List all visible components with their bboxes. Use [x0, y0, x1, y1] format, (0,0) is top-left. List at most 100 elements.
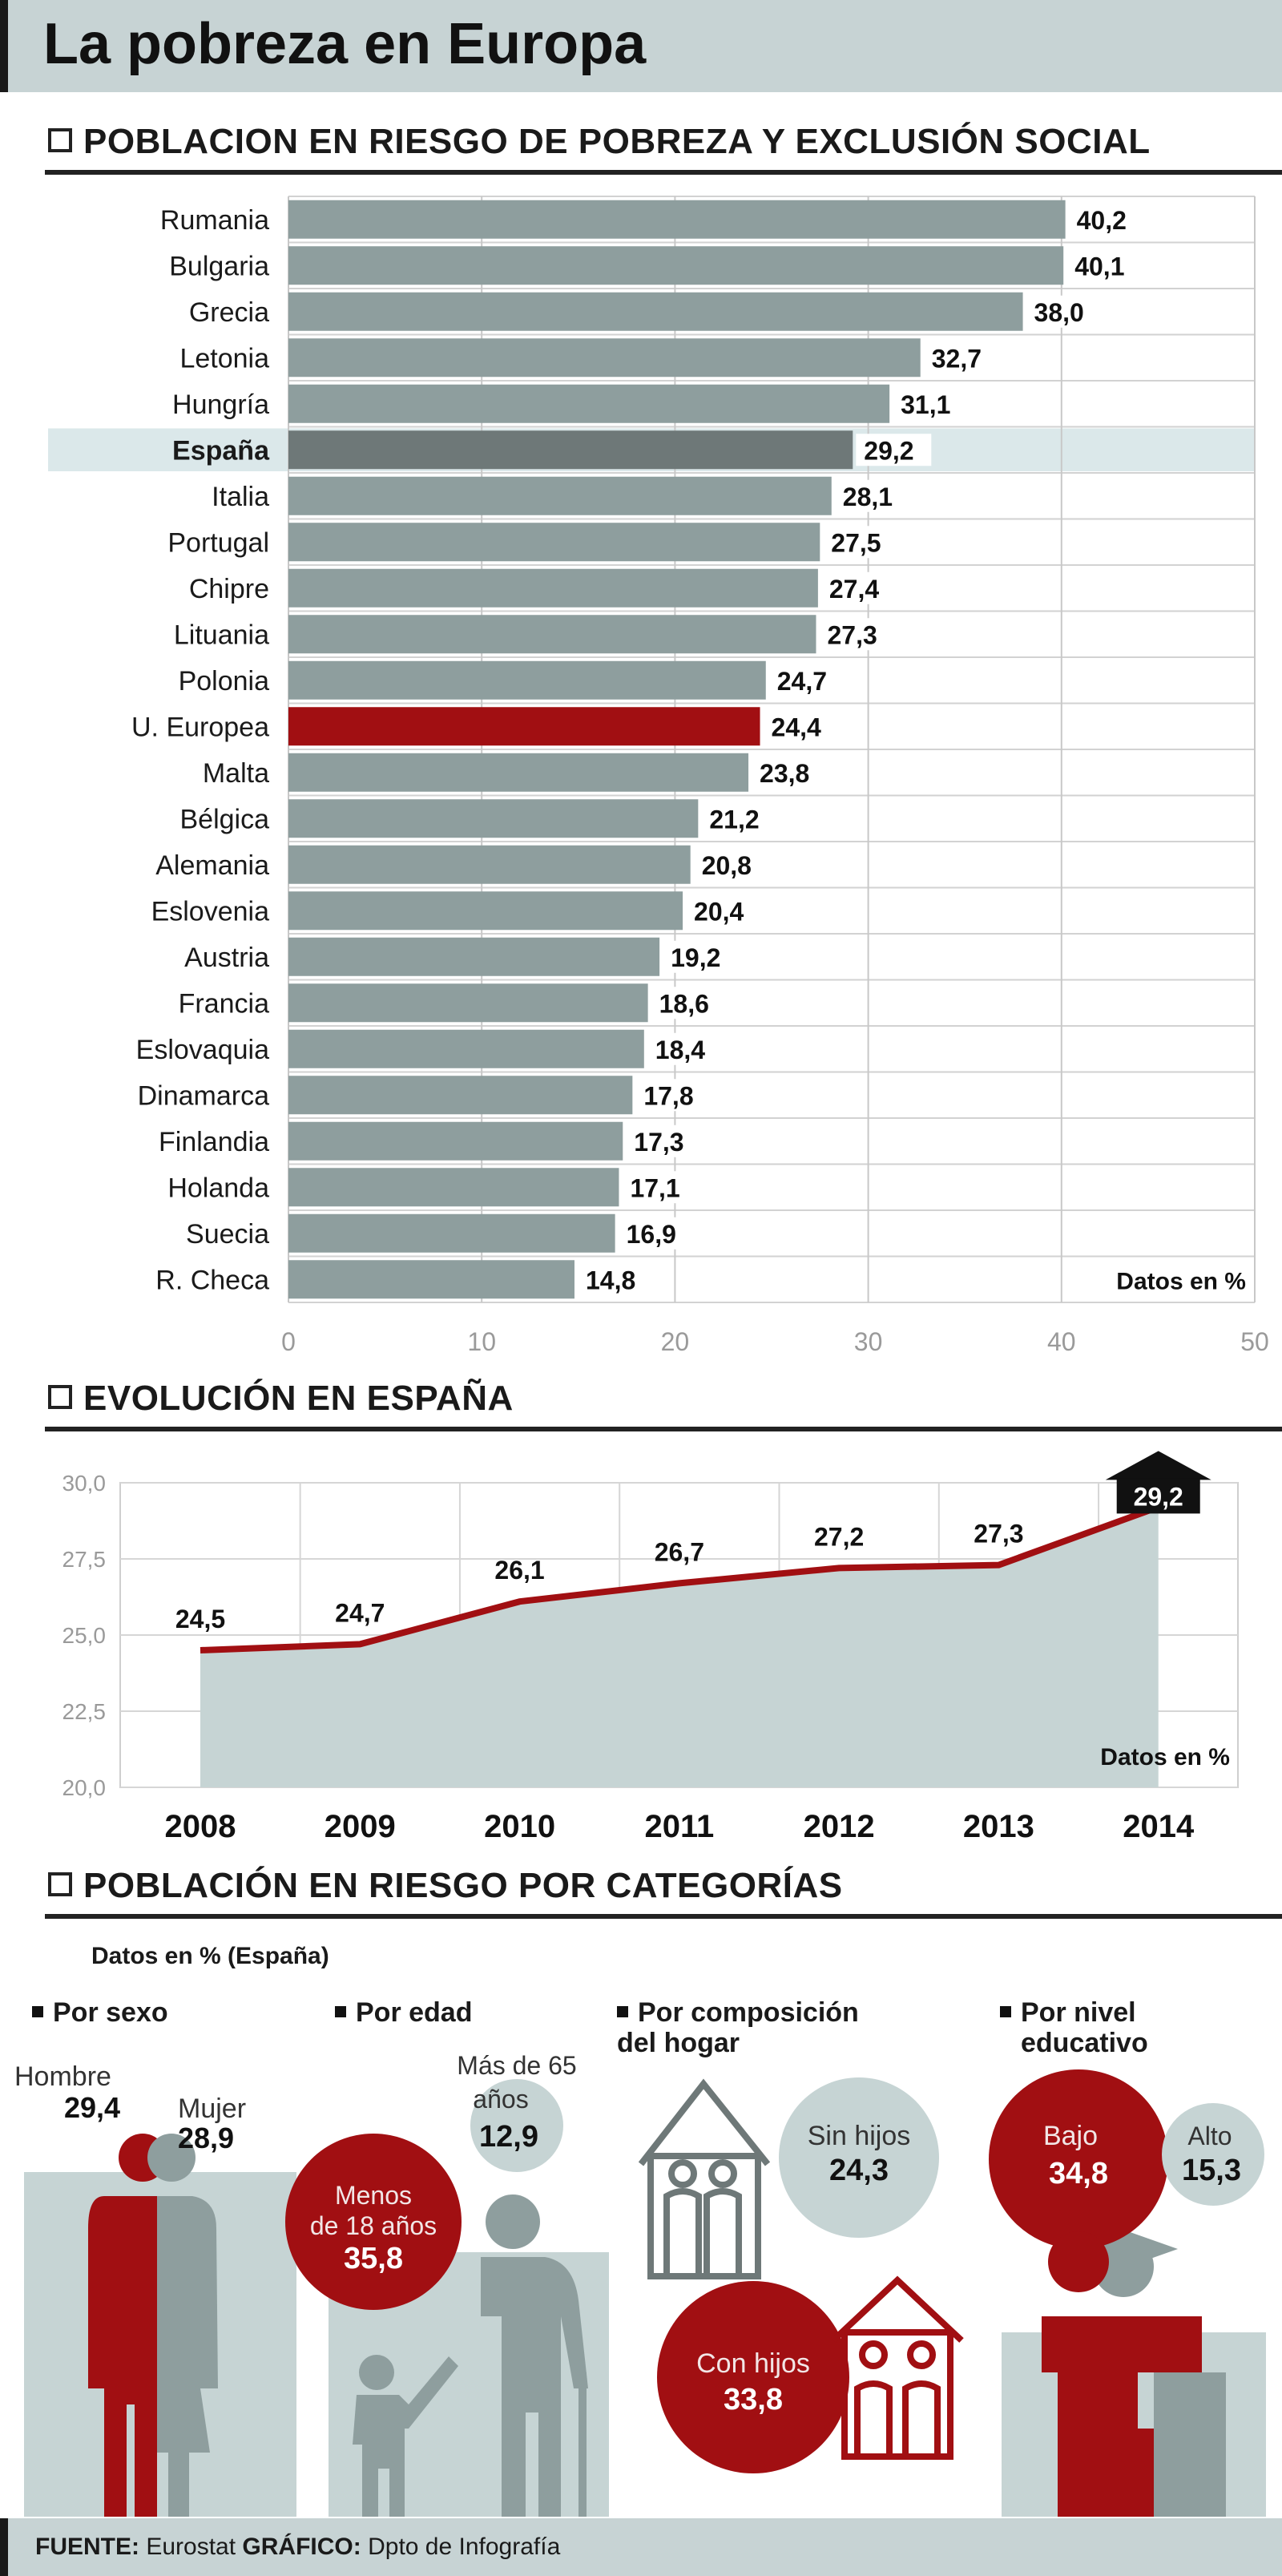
bajo-value: 34,8	[1049, 2157, 1108, 2190]
unit-note: Datos en %	[1116, 1268, 1246, 1294]
value-label: 40,1	[1074, 252, 1124, 281]
alto-value: 15,3	[1182, 2154, 1241, 2187]
bajo-bubble	[989, 2069, 1168, 2249]
square-icon	[48, 1385, 72, 1410]
bullet-icon	[1000, 2006, 1011, 2018]
bar-chart-riesgo: 0 10 20 30 40 50 Rumania 40,2 Bulgaria 40,1 Grecia…	[48, 196, 1269, 1356]
x-tick-label: 2010	[484, 1809, 555, 1844]
value-label-bg	[923, 341, 999, 374]
value-label: 27,4	[829, 575, 879, 604]
value-label: 32,7	[932, 344, 982, 373]
bar	[288, 615, 816, 654]
child-figure-icon	[353, 2355, 458, 2517]
menores-bubble	[285, 2134, 462, 2310]
bajo-label: Bajo	[1043, 2121, 1098, 2151]
category-label: Eslovenia	[151, 896, 270, 927]
category-label: Austria	[184, 943, 269, 973]
value-label: 23,8	[760, 759, 809, 788]
category-label: Holanda	[167, 1173, 269, 1203]
divider	[45, 1427, 1282, 1431]
footer-source: FUENTE: Eurostat GRÁFICO: Dpto de Infogr…	[0, 2518, 1282, 2576]
heading-por-composicion: Por composición del hogar	[617, 1997, 859, 2058]
value-label: 17,8	[643, 1081, 693, 1110]
hombre-label: Hombre	[14, 2061, 111, 2092]
bar	[288, 1260, 574, 1299]
value-label-bg	[701, 802, 777, 835]
menores-label-2: de 18 años	[310, 2211, 437, 2240]
value-label: 27,3	[974, 1520, 1023, 1548]
heading-text: Por composición	[638, 1997, 859, 2028]
x-tick-label: 2014	[1123, 1809, 1195, 1844]
value-label: 20,4	[694, 897, 744, 926]
square-icon	[48, 1872, 72, 1897]
bar	[288, 1213, 615, 1253]
menores-label-1: Menos	[335, 2181, 412, 2210]
section-heading-evolucion: EVOLUCIÓN EN ESPAÑA	[48, 1379, 514, 1431]
bar	[288, 891, 683, 931]
y-tick-label: 27,5	[62, 1547, 107, 1572]
value-label-bg	[823, 526, 899, 559]
value-label-bg	[752, 756, 828, 789]
value-label-bg	[834, 479, 910, 512]
bar	[288, 568, 818, 608]
value-label-bg	[663, 940, 739, 973]
x-tick-label: 50	[1240, 1327, 1269, 1356]
source-value: Eurostat	[146, 2534, 236, 2560]
sin-hijos-bubble	[779, 2077, 939, 2238]
y-tick-label: 22,5	[62, 1699, 107, 1724]
heading-text-2: educativo	[1021, 2028, 1148, 2058]
area-fill	[200, 1507, 1159, 1787]
value-label: 28,1	[843, 482, 893, 511]
divider	[45, 170, 1282, 175]
divider	[45, 1914, 1282, 1919]
x-tick-label: 20	[661, 1327, 690, 1356]
y-tick-label: 30,0	[62, 1471, 107, 1496]
category-label: Suecia	[186, 1219, 269, 1250]
value-label-bg	[768, 664, 845, 696]
bar	[288, 338, 921, 378]
alto-label: Alto	[1187, 2122, 1232, 2150]
unit-note: Datos en %	[1100, 1744, 1230, 1770]
category-label: Italia	[212, 482, 269, 512]
category-label: Francia	[179, 988, 269, 1019]
bar	[288, 292, 1023, 331]
bar	[288, 246, 1064, 285]
section-heading-categorias: POBLACIÓN EN RIESGO POR CATEGORÍAS	[48, 1866, 843, 1919]
value-label: 26,7	[655, 1537, 704, 1566]
category-label: R. Checa	[155, 1265, 269, 1295]
bullet-icon	[617, 2006, 628, 2018]
category-label: Alemania	[155, 850, 269, 881]
value-label: 27,5	[831, 528, 881, 557]
bar	[288, 476, 832, 515]
value-label: 18,6	[659, 989, 709, 1018]
x-tick-label: 0	[281, 1327, 296, 1356]
square-icon	[48, 128, 72, 153]
value-label-bg	[820, 571, 897, 604]
section-heading-text: POBLACIÓN EN RIESGO POR CATEGORÍAS	[83, 1866, 843, 1905]
x-tick-label: 10	[467, 1327, 496, 1356]
heading-por-edad: Por edad	[335, 1997, 472, 2028]
series-line	[200, 1504, 1160, 1653]
value-label-bg	[1068, 203, 1144, 236]
menores-value: 35,8	[344, 2242, 403, 2275]
value-label-bg	[635, 1079, 712, 1112]
source-label: FUENTE:	[35, 2534, 139, 2560]
value-label-bg	[651, 987, 727, 1019]
area-chart-evolucion: 20,0 22,5 25,0 27,5 30,0 24,5 24,7 26,1 26,7 27,2…	[62, 1451, 1239, 1844]
sin-hijos-value: 24,3	[829, 2154, 889, 2187]
value-label: 38,0	[1034, 298, 1084, 327]
bullet-icon	[32, 2006, 43, 2018]
page-title: La pobreza en Europa	[43, 12, 647, 76]
heading-por-nivel: Por nivel educativo	[1000, 1997, 1148, 2058]
value-label: 24,7	[777, 667, 827, 696]
mayores-label-2: años	[473, 2085, 528, 2114]
student-figure-icon	[1042, 2230, 1226, 2517]
value-label: 17,3	[634, 1128, 683, 1157]
mujer-figure-icon	[147, 2134, 218, 2517]
bullet-icon	[335, 2006, 346, 2018]
category-label: Rumania	[160, 205, 269, 236]
x-tick-label: 30	[854, 1327, 883, 1356]
bar	[288, 1121, 623, 1161]
y-tick-label: 20,0	[62, 1775, 107, 1800]
value-label: 29,2	[1134, 1482, 1183, 1511]
